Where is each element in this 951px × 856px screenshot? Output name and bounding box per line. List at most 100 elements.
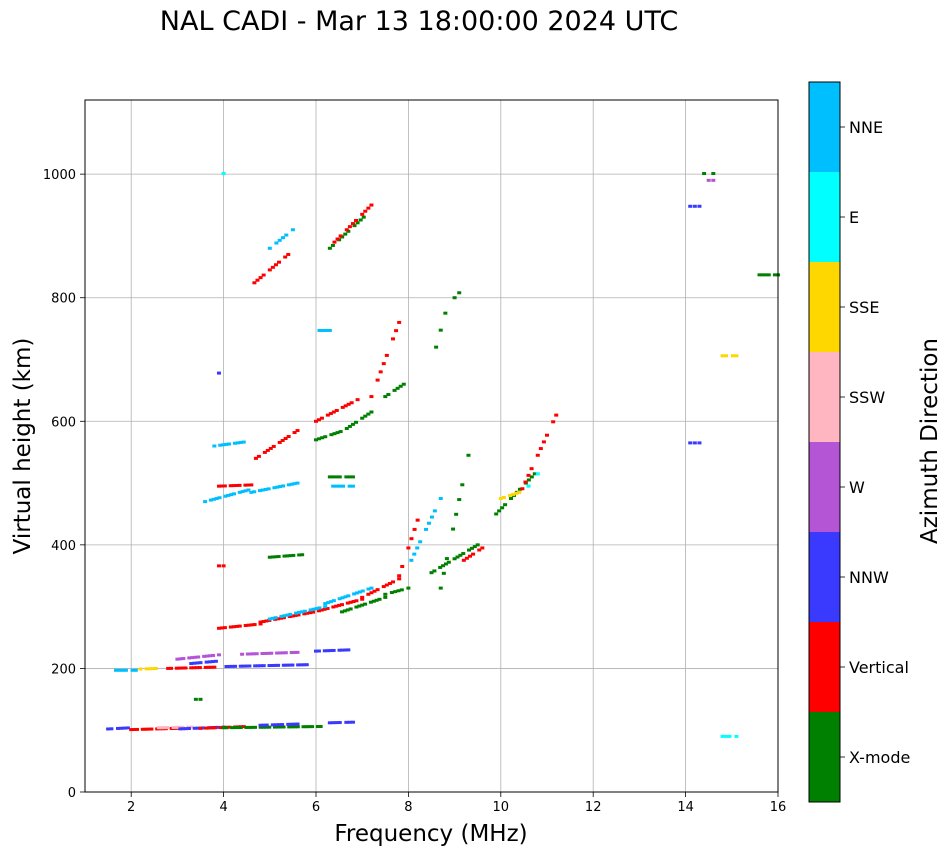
echo-mark-x-mode xyxy=(383,592,388,596)
echo-mark-vertical xyxy=(267,268,272,272)
echo-mark-x-mode xyxy=(347,424,352,428)
echo-mark-nne xyxy=(426,521,431,525)
echo-mark-x-mode xyxy=(258,725,263,729)
echo-mark-vertical xyxy=(189,666,194,670)
echo-mark-vertical xyxy=(375,378,380,382)
echo-mark-vertical xyxy=(334,408,339,412)
echo-mark-vertical xyxy=(545,433,549,437)
echo-mark-x-mode xyxy=(304,725,309,729)
echo-mark-x-mode xyxy=(347,475,352,479)
echo-mark-w xyxy=(248,652,253,656)
echo-mark-sse xyxy=(511,492,516,496)
echo-mark-vertical xyxy=(366,592,371,596)
echo-mark-x-mode xyxy=(314,438,318,442)
echo-mark-x-mode xyxy=(281,725,286,729)
echo-mark-vertical xyxy=(132,728,137,732)
echo-mark-nne xyxy=(317,606,322,610)
echo-mark-nnw xyxy=(331,648,336,652)
echo-mark-nnw xyxy=(253,664,258,668)
echo-mark-vertical xyxy=(166,666,171,670)
echo-mark-vertical xyxy=(286,435,291,439)
echo-mark-nnw xyxy=(346,648,351,652)
echo-mark-vertical xyxy=(305,611,310,615)
echo-mark-nne xyxy=(284,233,289,237)
echo-mark-nnw xyxy=(692,204,697,208)
echo-mark-w xyxy=(193,655,198,659)
echo-mark-x-mode xyxy=(354,605,359,609)
echo-mark-nnw xyxy=(244,664,249,668)
echo-mark-x-mode xyxy=(346,229,351,233)
echo-mark-x-mode xyxy=(432,569,437,573)
echo-mark-vertical xyxy=(252,281,257,285)
echo-mark-nnw xyxy=(688,441,693,445)
echo-mark-x-mode xyxy=(532,472,537,476)
echo-mark-vertical xyxy=(234,624,239,628)
colorbar-label: Azimuth Direction xyxy=(917,338,943,544)
echo-mark-x-mode xyxy=(275,725,280,729)
echo-mark-vertical xyxy=(231,625,236,629)
echo-mark-nne xyxy=(326,601,331,605)
colorbar-swatch xyxy=(809,262,840,352)
echo-mark-nne xyxy=(346,594,351,598)
colorbar: X-mode Vertical NNW W SSW SSE E NNE xyxy=(808,81,910,803)
echo-mark-nnw xyxy=(295,722,300,726)
echo-mark-x-mode xyxy=(360,416,365,420)
echo-mark-nne xyxy=(266,487,271,491)
echo-mark-vertical xyxy=(265,448,270,452)
echo-mark-nne xyxy=(246,488,251,492)
echo-mark-x-mode xyxy=(401,382,406,386)
echo-mark-nnw xyxy=(314,649,318,653)
echo-mark-nne xyxy=(226,493,231,497)
x-axis-label: Frequency (MHz) xyxy=(334,821,527,847)
echo-mark-vertical xyxy=(149,727,154,731)
echo-mark-nne xyxy=(227,442,232,446)
echo-mark-vertical xyxy=(227,725,232,729)
echo-mark-x-mode xyxy=(361,215,366,219)
echo-mark-x-mode xyxy=(330,243,335,247)
x-tick-label: 4 xyxy=(219,800,227,815)
echo-mark-vertical xyxy=(212,665,217,669)
echo-mark-vertical xyxy=(328,412,333,416)
echo-mark-w xyxy=(175,657,180,661)
echo-mark-vertical xyxy=(219,626,224,630)
echo-mark-nne xyxy=(275,485,280,489)
echo-mark-x-mode xyxy=(366,412,371,416)
echo-mark-nne xyxy=(272,486,277,490)
echo-mark-x-mode xyxy=(446,560,451,564)
echo-mark-nnw xyxy=(258,723,263,727)
echo-mark-nne xyxy=(340,596,345,600)
echo-mark-nne xyxy=(133,668,138,672)
echo-mark-vertical xyxy=(302,612,307,616)
echo-mark-nne xyxy=(418,540,423,544)
echo-mark-sse xyxy=(501,495,506,499)
echo-mark-vertical xyxy=(397,577,402,581)
echo-mark-sse xyxy=(498,497,503,501)
echo-mark-nne xyxy=(257,489,262,493)
echo-mark-x-mode xyxy=(352,224,357,228)
echo-mark-vertical xyxy=(237,483,242,487)
echo-mark-nnw xyxy=(181,727,186,731)
echo-mark-w xyxy=(190,656,195,660)
echo-mark-x-mode xyxy=(452,557,457,561)
echo-mark-nne xyxy=(211,497,216,501)
echo-mark-vertical xyxy=(369,591,374,595)
echo-mark-nne xyxy=(350,484,355,488)
echo-mark-nnw xyxy=(116,726,120,730)
echo-mark-x-mode xyxy=(278,725,283,729)
echo-mark-nne xyxy=(331,484,336,488)
echo-mark-x-mode xyxy=(335,431,340,435)
echo-mark-x-mode xyxy=(301,725,306,729)
echo-mark-nnw xyxy=(122,726,127,730)
echo-mark-nne xyxy=(324,328,329,332)
echo-mark-vertical xyxy=(464,556,469,560)
echo-mark-nnw xyxy=(224,665,229,669)
echo-mark-vertical xyxy=(387,581,392,585)
echo-mark-nne xyxy=(347,484,352,488)
echo-mark-vertical xyxy=(177,666,182,670)
echo-mark-x-mode xyxy=(233,726,238,730)
echo-mark-nne xyxy=(286,483,291,487)
echo-mark-nnw xyxy=(233,664,238,668)
echo-mark-nne xyxy=(337,597,342,601)
colorbar-frame xyxy=(808,81,841,803)
